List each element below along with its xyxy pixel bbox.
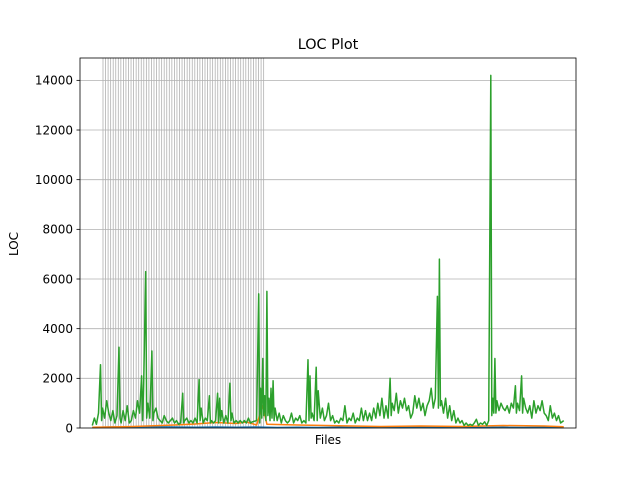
x-axis-label: Files [315,433,341,447]
y-tick-label: 2000 [42,372,73,386]
series-lines [91,74,565,429]
y-tick-label: 6000 [42,272,73,286]
y-ticks: 0 2000 4000 6000 8000 10000 12000 14000 [35,74,80,435]
y-tick-label: 0 [65,421,73,435]
y-tick-label: 14000 [35,74,73,88]
chart-title: LOC Plot [298,37,359,53]
series-line-2 [91,74,565,427]
series-line-0 [92,426,564,429]
plot-area-frame [79,57,577,429]
y-axis-label: LOC [7,232,21,256]
series-line-1 [92,404,564,429]
y-tick-label: 4000 [42,322,73,336]
y-tick-label: 8000 [42,223,73,237]
y-tick-label: 12000 [35,123,73,137]
y-tick-label: 10000 [35,173,73,187]
